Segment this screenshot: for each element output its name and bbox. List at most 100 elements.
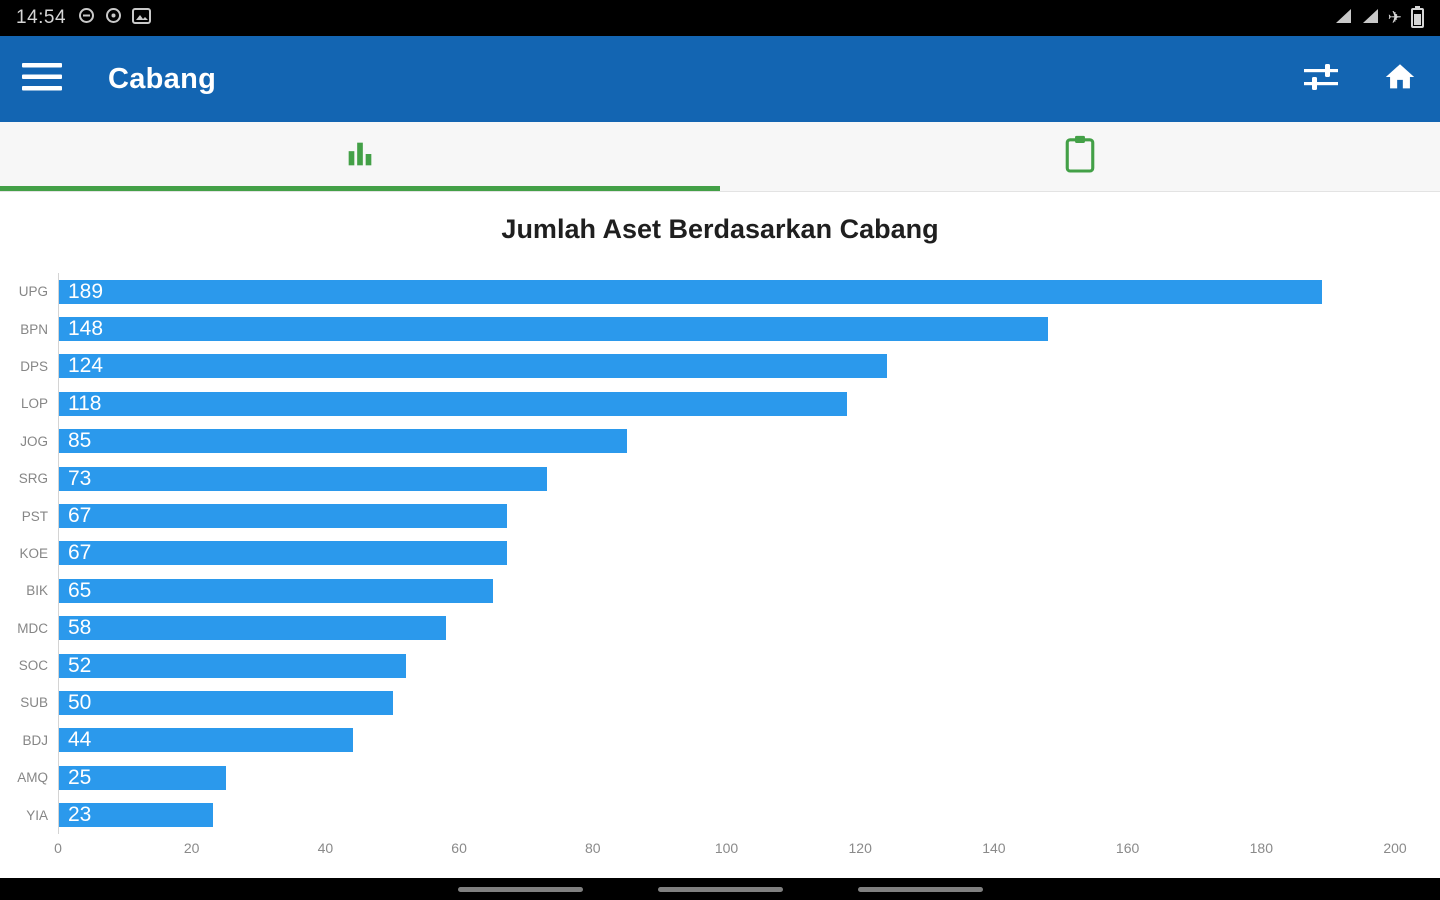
bar-value-label: 44: [68, 728, 92, 752]
bar[interactable]: 118: [59, 391, 848, 416]
bar-value-label: 67: [68, 504, 92, 528]
x-axis-tick-label: 80: [585, 839, 601, 856]
bar-track: 25: [58, 759, 1395, 797]
bar-track: 23: [58, 796, 1395, 834]
bar-value-label: 65: [68, 578, 92, 602]
x-axis-tick-label: 140: [982, 839, 1006, 856]
chart-row: BPN 148: [0, 310, 1440, 348]
chart-row: YIA 23: [0, 796, 1440, 834]
bar[interactable]: 124: [59, 354, 888, 379]
app-bar-actions: [1304, 60, 1418, 99]
home-icon: [1382, 60, 1418, 99]
menu-button[interactable]: [22, 61, 66, 97]
bar[interactable]: 67: [59, 504, 507, 529]
chart-title: Jumlah Aset Berdasarkan Cabang: [501, 214, 939, 244]
x-axis-tick-label: 20: [183, 839, 200, 856]
bar[interactable]: 58: [59, 616, 447, 641]
status-bar: 14:54 ✈: [0, 0, 1440, 36]
x-axis-tick-label: 40: [317, 839, 334, 856]
category-label: LOP: [20, 396, 48, 412]
bar-value-label: 85: [68, 429, 92, 453]
bar-track: 44: [58, 721, 1395, 760]
bar-chart: UPG 189 BPN 148 DPS 124 LOP 118 JOG 85 SRG 73 PST 67 K…: [0, 273, 1440, 834]
x-axis-tick-label: 0: [54, 839, 62, 856]
chart-row: JOG 85: [0, 422, 1440, 460]
filter-button[interactable]: [1304, 62, 1338, 97]
bar-track: 58: [58, 609, 1395, 647]
category-label: BPN: [20, 321, 48, 337]
category-label: AMQ: [17, 770, 48, 786]
bar-value-label: 23: [68, 803, 92, 827]
bar-track: 52: [58, 646, 1395, 685]
home-button[interactable]: [1382, 60, 1418, 99]
cellular-signal-icon: [1334, 8, 1352, 29]
x-axis-tick-label: 160: [1115, 839, 1140, 856]
bar-track: 118: [58, 385, 1395, 423]
x-axis-tick-label: 120: [848, 839, 872, 856]
x-axis-tick-label: 100: [714, 839, 739, 856]
category-label: YIA: [26, 807, 48, 823]
chart-row: DPS 124: [0, 347, 1440, 386]
bar-track: 85: [58, 422, 1395, 460]
nav-recents-hint[interactable]: [857, 886, 983, 892]
chart-row: LOP 118: [0, 385, 1440, 423]
clipboard-icon: [1063, 134, 1097, 179]
x-axis-tick-label: 60: [451, 839, 467, 856]
notification-circle-icon: [105, 7, 122, 29]
bar[interactable]: 23: [59, 803, 213, 828]
x-axis-tick-label: 200: [1383, 839, 1407, 856]
bar[interactable]: 25: [59, 765, 226, 790]
bar-track: 73: [58, 459, 1395, 498]
bar[interactable]: 65: [59, 578, 494, 603]
chart-row: AMQ 25: [0, 759, 1440, 797]
bar-track: 67: [58, 497, 1395, 535]
chart-row: BDJ 44: [0, 721, 1440, 760]
x-axis-tick-label: 180: [1249, 839, 1273, 856]
chart-row: PST 67: [0, 497, 1440, 535]
active-tab-indicator: [0, 186, 720, 191]
clock: 14:54: [16, 7, 67, 28]
bar-value-label: 124: [68, 354, 104, 378]
bar[interactable]: 73: [59, 466, 547, 491]
category-label: BDJ: [22, 732, 48, 748]
nav-home-hint[interactable]: [657, 886, 783, 892]
android-navigation-bar: [0, 878, 1440, 900]
chart-row: SOC 52: [0, 646, 1440, 685]
bar[interactable]: 85: [59, 429, 627, 454]
category-label: SUB: [20, 695, 48, 711]
app-bar: Cabang: [0, 36, 1440, 122]
battery-icon: [1411, 6, 1424, 28]
chart-row: SRG 73: [0, 459, 1440, 498]
chart-row: SUB 50: [0, 684, 1440, 722]
bar[interactable]: 148: [59, 317, 1048, 342]
category-label: SRG: [18, 471, 48, 487]
status-notification-icons: [78, 7, 152, 29]
tab-bar: [0, 122, 1440, 192]
bar-value-label: 67: [68, 541, 92, 565]
bar-chart-icon: [343, 137, 377, 176]
nav-back-hint[interactable]: [457, 886, 583, 892]
bar[interactable]: 50: [59, 690, 393, 715]
page-title: Cabang: [108, 62, 217, 95]
category-label: PST: [21, 508, 48, 524]
bar-value-label: 25: [68, 765, 92, 789]
category-label: DPS: [20, 358, 48, 374]
tab-list[interactable]: [720, 122, 1440, 191]
bar[interactable]: 67: [59, 541, 507, 566]
bar[interactable]: 52: [59, 653, 407, 678]
bar-track: 148: [58, 310, 1395, 348]
chart-row: MDC 58: [0, 609, 1440, 647]
category-label: JOG: [20, 433, 48, 449]
category-label: SOC: [18, 658, 48, 674]
chart-row: KOE 67: [0, 534, 1440, 573]
bar-value-label: 118: [68, 391, 102, 415]
bar-track: 189: [58, 273, 1395, 311]
bar-value-label: 148: [68, 317, 104, 341]
bar[interactable]: 44: [59, 728, 353, 753]
tab-chart[interactable]: [0, 122, 720, 191]
filter-sliders-icon: [1304, 62, 1338, 97]
bar-value-label: 52: [68, 653, 92, 677]
airplane-mode-icon: ✈: [1387, 8, 1402, 27]
bar[interactable]: 189: [59, 279, 1322, 304]
chart-panel: Jumlah Aset Berdasarkan Cabang UPG 189 BPN…: [0, 192, 1440, 860]
